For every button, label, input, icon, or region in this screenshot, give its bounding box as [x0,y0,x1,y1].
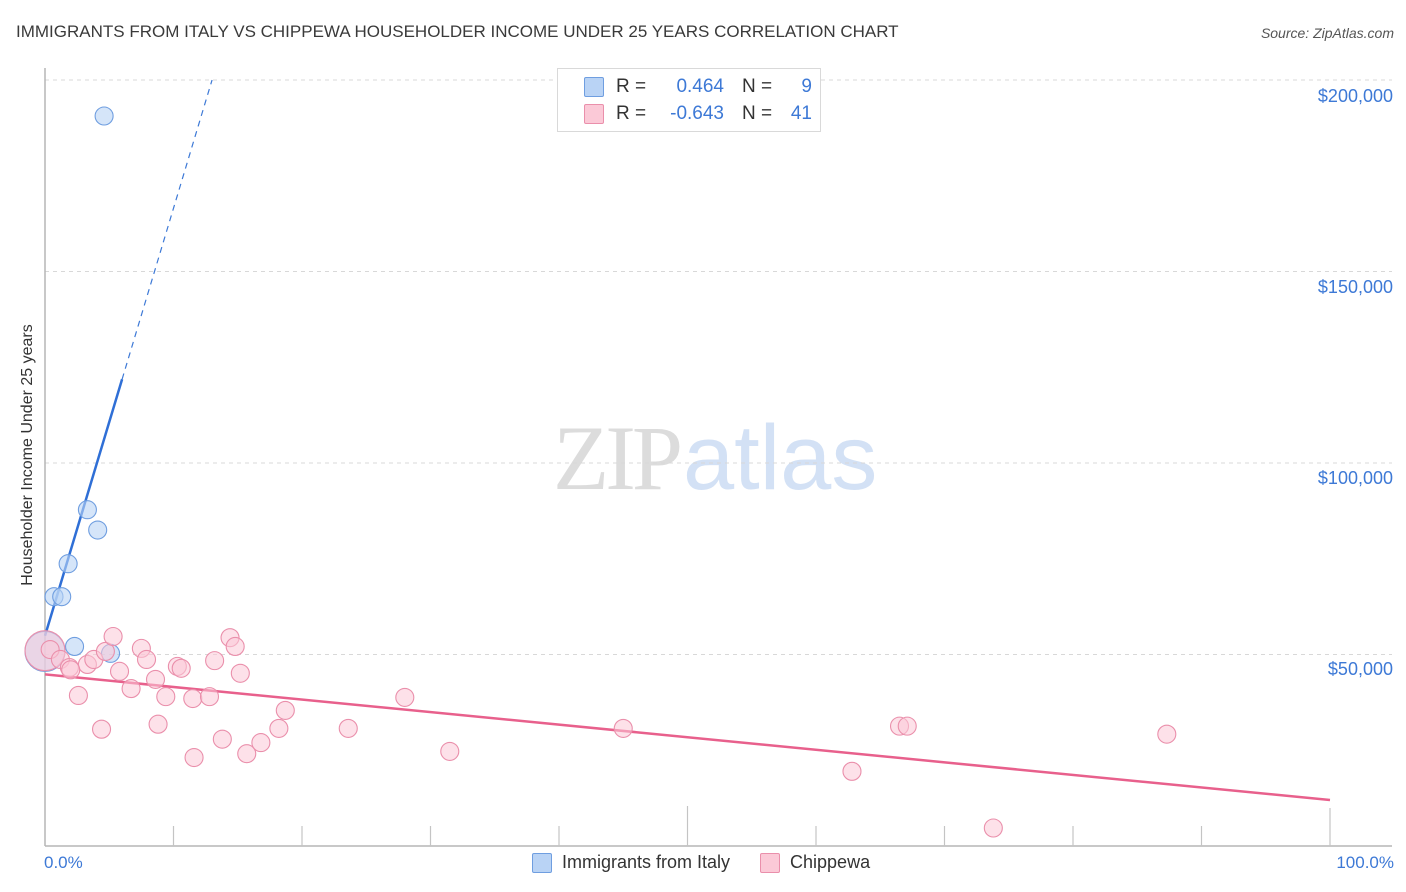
data-point-chippewa [184,747,204,768]
swatch-chippewa [760,852,781,873]
swatch-italy [532,852,552,873]
data-point-chippewa [338,718,358,738]
data-points [24,106,1177,838]
source-credit: Source: ZipAtlas.com [1260,25,1394,41]
data-point-chippewa [275,700,295,720]
data-point-chippewa [136,649,157,670]
watermark: ZIPatlas [553,405,877,511]
y-tick-100000: $100,000 [1317,468,1393,488]
r-label: R = [616,103,647,124]
y-tick-200000: $200,000 [1317,86,1393,106]
n-label: N = [742,103,773,124]
data-point-chippewa [613,718,633,738]
trend-line-chippewa [44,673,1331,802]
data-point-chippewa [212,729,232,749]
legend-row-chippewa: R = -0.643 N = 41 [584,102,812,126]
axes [44,68,1392,847]
r-value: 0.464 [676,76,724,97]
data-point-chippewa [145,669,166,689]
n-value: 9 [801,76,812,97]
data-point-chippewa [91,719,112,739]
data-point-italy [77,500,97,520]
data-point-chippewa [225,636,245,657]
swatch-italy [584,77,604,97]
data-point-chippewa [395,687,415,707]
legend-label-italy: Immigrants from Italy [562,852,731,872]
y-axis-label: Householder Income Under 25 years [19,324,36,586]
data-point-chippewa [183,688,203,709]
watermark-atlas: atlas [683,407,878,509]
trend-lines [43,79,1331,802]
gridlines [45,79,1392,655]
series-legend: Immigrants from Italy Chippewa [532,852,900,873]
r-label: R = [616,76,647,97]
data-point-chippewa [1157,724,1177,744]
data-point-chippewa [199,687,220,707]
data-point-chippewa [156,687,176,707]
data-point-chippewa [897,716,917,736]
y-tick-50000: $50,000 [1327,659,1393,679]
data-point-chippewa [842,761,862,781]
correlation-legend: R = 0.464 N = 9 R = -0.643 N = 41 [557,68,821,132]
data-point-chippewa [61,660,81,680]
swatch-chippewa [584,104,604,124]
trend-line-italy-projection [121,79,213,380]
data-point-italy [65,636,85,657]
data-point-italy [88,520,108,540]
x-tick-min: 0.0% [44,853,83,872]
chart-title: IMMIGRANTS FROM ITALY VS CHIPPEWA HOUSEH… [16,22,899,41]
data-point-chippewa [68,685,88,706]
x-tick-max: 100.0% [1336,853,1394,872]
data-point-chippewa [171,658,191,678]
data-point-italy [58,554,78,574]
legend-item-chippewa[interactable]: Chippewa [760,852,870,873]
data-point-chippewa [121,679,141,699]
data-point-italy [52,587,72,607]
legend-item-italy[interactable]: Immigrants from Italy [532,852,730,873]
y-tick-150000: $150,000 [1317,277,1393,297]
data-point-chippewa [109,661,130,681]
r-value: -0.643 [670,103,724,124]
data-point-chippewa [269,718,289,738]
data-point-chippewa [95,641,115,661]
data-point-chippewa [440,741,460,761]
legend-row-italy: R = 0.464 N = 9 [584,75,812,99]
legend-label-chippewa: Chippewa [790,852,871,872]
n-value: 41 [790,103,812,124]
data-point-chippewa [983,818,1003,838]
data-point-chippewa [103,626,123,647]
data-point-chippewa [237,744,257,764]
watermark-zip: ZIP [553,407,683,509]
data-point-chippewa [251,733,271,753]
data-point-chippewa [230,663,250,683]
data-point-chippewa [148,714,168,734]
data-point-chippewa [205,651,225,671]
data-point-italy [94,106,114,126]
n-label: N = [742,76,773,97]
